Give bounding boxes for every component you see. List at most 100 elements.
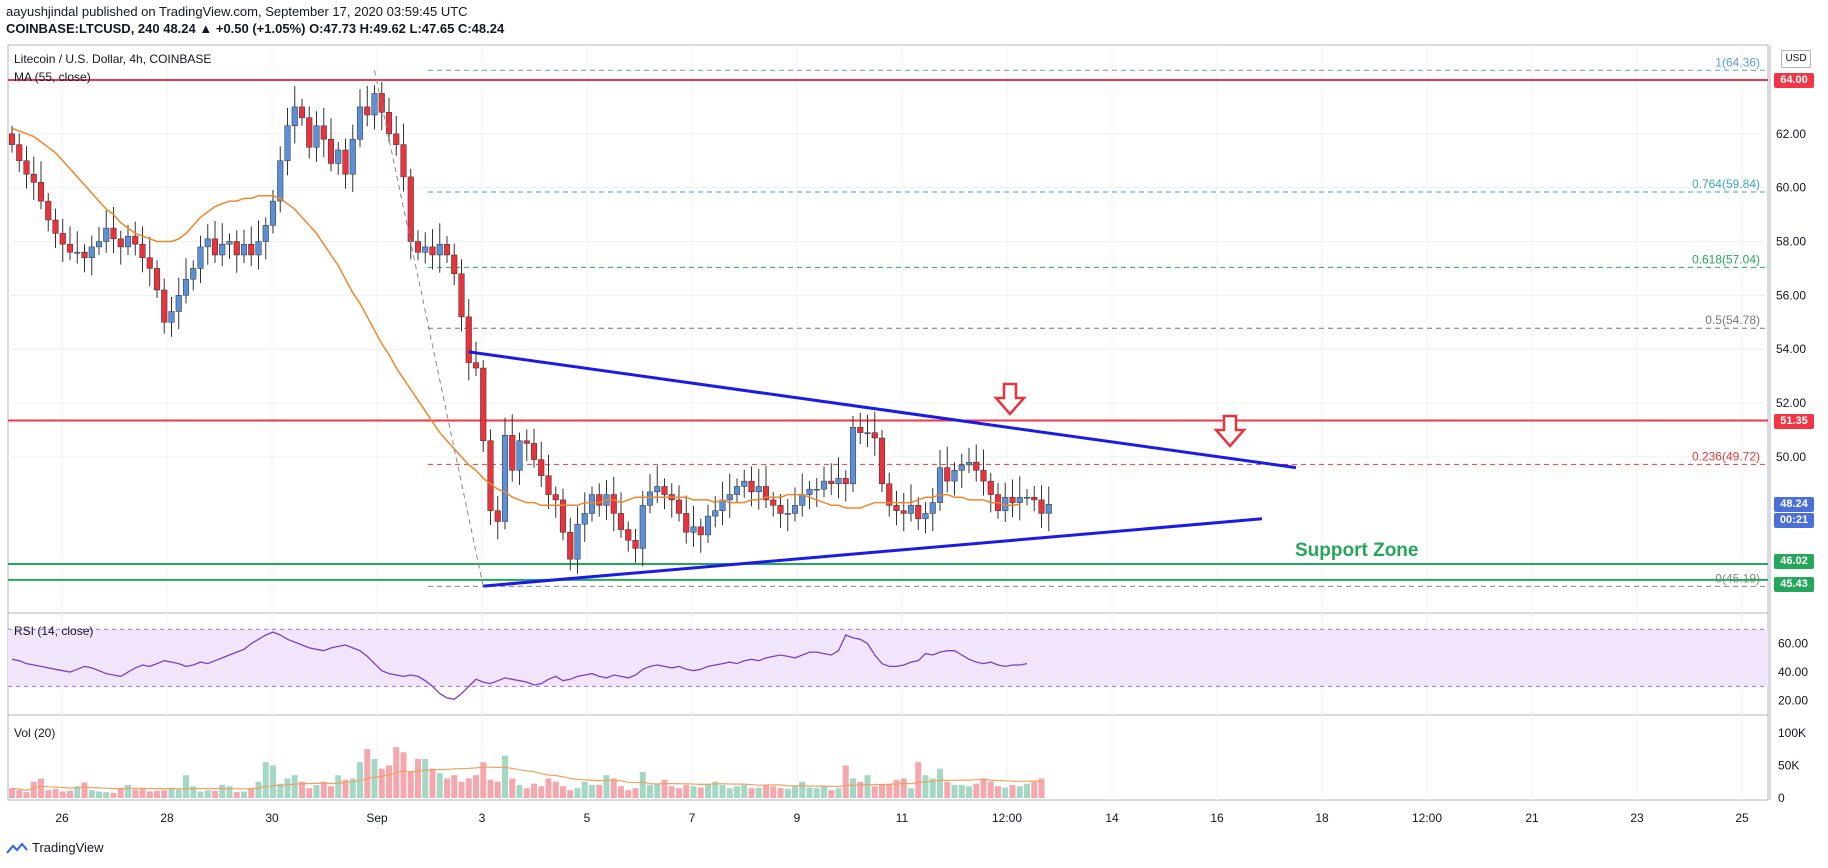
volume-bar (900, 778, 907, 798)
red-arrow-1 (993, 382, 1027, 416)
volume-bar (175, 789, 182, 798)
candle-body (755, 486, 762, 493)
arrow-down-icon (993, 382, 1027, 416)
volume-bar (531, 783, 537, 798)
volume-bar (610, 778, 617, 798)
candle-body (74, 252, 81, 254)
price-tag: 48.24 (1774, 497, 1814, 513)
candle-body (494, 510, 501, 522)
volume-bar (654, 783, 661, 798)
candle-body (335, 149, 342, 164)
volume-bar (320, 781, 327, 798)
x-axis-label: 3 (479, 811, 486, 825)
price-axis-label: 52.00 (1776, 396, 1806, 410)
candle-body (52, 219, 59, 234)
volume-bar (38, 778, 44, 798)
price-axis-label: 62.00 (1776, 127, 1806, 141)
volume-bar (625, 790, 632, 798)
red-arrow-2 (1213, 414, 1247, 448)
candle-body (110, 227, 117, 240)
ticker-line: COINBASE:LTCUSD, 240 48.24 ▲ +0.50 (+1.0… (6, 21, 505, 36)
volume-bar (676, 788, 682, 798)
candle-body (30, 173, 37, 183)
candle-body (23, 160, 30, 175)
candle-body (501, 435, 509, 522)
volume-axis-label: 0 (1778, 791, 1785, 805)
volume-bar (777, 788, 784, 798)
volume-bar (683, 784, 690, 798)
x-axis-label: 25 (1735, 811, 1749, 825)
volume-bar (415, 758, 421, 798)
candle-body (545, 475, 552, 495)
volume-bar (212, 790, 218, 798)
candle-body (175, 295, 182, 312)
currency-button[interactable]: USD (1781, 50, 1811, 68)
candle-body (857, 427, 864, 433)
volume-bar (255, 781, 262, 798)
candle-body (16, 144, 23, 162)
candle-body (878, 437, 886, 485)
volume-bar (241, 791, 247, 798)
volume-bar (958, 784, 965, 798)
candle-body (791, 505, 799, 514)
candle-body (211, 238, 219, 256)
volume-bar (371, 758, 378, 798)
candle-body (168, 311, 175, 323)
x-axis-label: 7 (689, 811, 696, 825)
volume-bar (349, 778, 356, 798)
candle-body (661, 486, 668, 495)
candle-body (588, 494, 596, 514)
volume-bar (973, 783, 980, 798)
candle-body (770, 499, 777, 506)
pane-title: Litecoin / U.S. Dollar, 4h, COINBASE (14, 52, 212, 66)
volume-bar (516, 784, 523, 798)
candle-body (777, 505, 784, 514)
volume-bar (661, 779, 668, 798)
candle-body (958, 464, 965, 471)
price-axis-label: 58.00 (1776, 235, 1806, 249)
resistance-trendline (468, 350, 1297, 470)
volume-bar (487, 779, 494, 798)
price-axis-label: 50.00 (1776, 450, 1806, 464)
tradingview-logo-icon (6, 841, 28, 854)
candle-body (632, 540, 639, 549)
candle-body (697, 526, 704, 536)
candle-body (139, 243, 146, 258)
volume-bar (850, 778, 856, 798)
candle-body (596, 494, 603, 506)
candle-body (190, 268, 197, 280)
candle-body (291, 106, 298, 127)
volume-bar (552, 781, 559, 798)
candle-body (726, 494, 733, 501)
volume-bar (915, 762, 922, 798)
fib-level-label: 0(45.19) (1715, 571, 1760, 585)
volume-bar (538, 786, 545, 798)
candle-body (262, 225, 269, 242)
candle-body (487, 440, 494, 511)
volume-bar (299, 781, 305, 798)
candle-body (465, 316, 472, 363)
candle-body (117, 238, 124, 248)
volume-bar (16, 790, 23, 798)
volume-bar (161, 790, 168, 798)
volume-bar (545, 778, 552, 798)
volume-bar (806, 787, 813, 798)
candle-body (88, 246, 95, 258)
volume-bar (712, 781, 719, 798)
volume-bar (697, 787, 704, 798)
rsi-axis-label: 40.00 (1778, 665, 1808, 679)
candle-body (900, 510, 907, 514)
volume-bar (146, 791, 153, 798)
price-tag: 64.00 (1774, 72, 1814, 88)
candle-body (806, 488, 813, 495)
volume-bar (632, 788, 639, 798)
volume-bar (1038, 778, 1045, 798)
volume-bar (770, 786, 777, 798)
candle-body (414, 241, 422, 253)
footer-brand: TradingView (6, 840, 104, 855)
candle-body (95, 241, 103, 248)
x-axis-label: 30 (265, 811, 279, 825)
fib-swing-line (374, 70, 484, 587)
volume-bar (59, 791, 66, 798)
